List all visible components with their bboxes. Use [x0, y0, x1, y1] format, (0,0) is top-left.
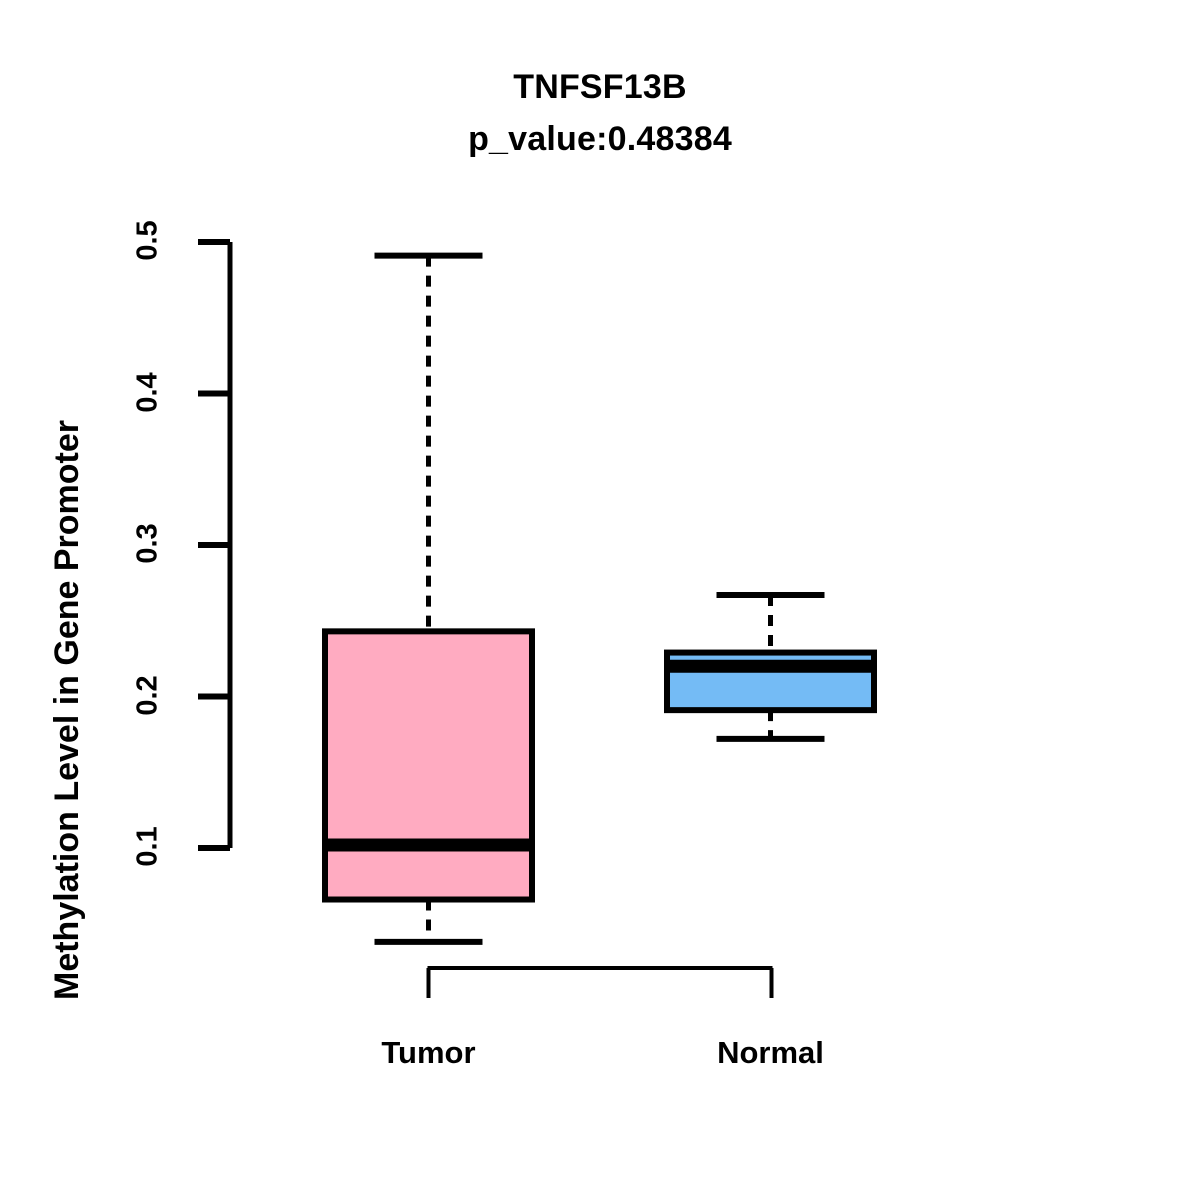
y-axis-tick-label: 0.3 — [131, 523, 164, 564]
box-group-normal[interactable] — [664, 591, 877, 742]
y-axis-tick-label: 0.1 — [131, 826, 164, 867]
x-axis-tick-label-normal: Normal — [717, 1035, 824, 1070]
y-axis-tick-label: 0.5 — [131, 220, 164, 261]
chart-subtitle: p_value:0.48384 — [468, 120, 732, 158]
chart-title: TNFSF13B — [513, 68, 687, 106]
y-axis-tick-label: 0.4 — [131, 371, 164, 413]
y-axis-tick-label: 0.2 — [131, 674, 164, 716]
box-body[interactable] — [322, 628, 535, 903]
box-group-tumor[interactable] — [322, 252, 535, 945]
x-axis-tick-label-tumor: Tumor — [381, 1035, 476, 1070]
